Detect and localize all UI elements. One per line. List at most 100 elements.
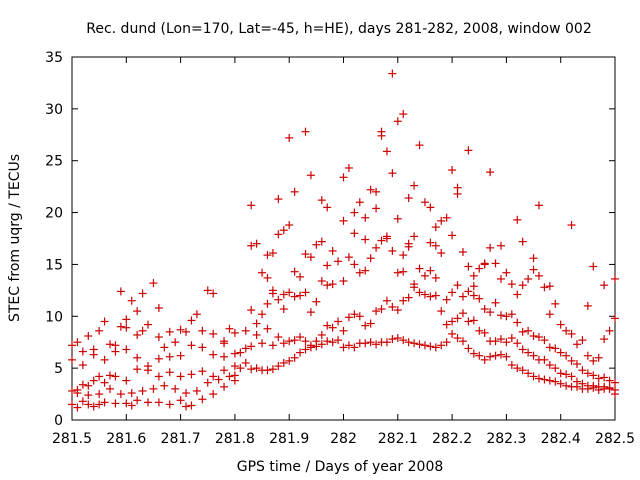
y-tick-label: 30: [45, 102, 63, 118]
data-point: [404, 242, 413, 251]
data-points: [68, 69, 619, 412]
data-point: [426, 266, 435, 275]
data-point: [502, 338, 511, 347]
data-point: [572, 340, 581, 349]
data-point: [518, 237, 527, 246]
data-point: [393, 334, 402, 343]
data-point: [344, 313, 353, 322]
data-point: [203, 286, 212, 295]
data-point: [410, 339, 419, 348]
data-point: [458, 309, 467, 318]
data-point: [611, 390, 619, 399]
data-point: [507, 280, 516, 289]
data-point: [209, 329, 218, 338]
data-point: [171, 338, 180, 347]
data-point: [317, 277, 326, 286]
data-point: [567, 221, 576, 230]
data-point: [551, 299, 560, 308]
data-point: [496, 311, 505, 320]
data-point: [154, 372, 163, 381]
data-point: [263, 324, 272, 333]
data-point: [513, 215, 522, 224]
data-point: [513, 318, 522, 327]
data-point: [426, 342, 435, 351]
data-point: [279, 290, 288, 299]
data-point: [448, 166, 457, 175]
data-point: [323, 281, 332, 290]
data-point: [361, 321, 370, 330]
data-point: [144, 366, 153, 375]
data-point: [605, 376, 614, 385]
data-point: [507, 310, 516, 319]
data-point: [323, 321, 332, 330]
data-point: [480, 260, 489, 269]
data-point: [480, 328, 489, 337]
data-point: [89, 402, 98, 411]
data-point: [252, 239, 261, 248]
data-point: [306, 171, 315, 180]
data-point: [388, 335, 397, 344]
data-point: [507, 361, 516, 370]
data-point: [431, 273, 440, 282]
data-point: [301, 288, 310, 297]
data-point: [138, 386, 147, 395]
data-point: [372, 204, 381, 213]
data-point: [366, 319, 375, 328]
data-point: [209, 390, 218, 399]
data-point: [182, 389, 191, 398]
y-tick-label: 20: [45, 206, 63, 222]
data-point: [518, 281, 527, 290]
data-point: [241, 326, 250, 335]
data-point: [274, 333, 283, 342]
data-point: [154, 354, 163, 363]
data-point: [301, 337, 310, 346]
data-point: [589, 381, 598, 390]
data-point: [285, 337, 294, 346]
data-point: [437, 249, 446, 258]
data-point: [68, 400, 76, 409]
plot-frame: [71, 56, 616, 421]
data-point: [100, 355, 109, 364]
data-point: [567, 329, 576, 338]
data-point: [399, 110, 408, 119]
data-point: [399, 336, 408, 345]
data-point: [182, 327, 191, 336]
data-point: [95, 326, 104, 335]
data-point: [279, 305, 288, 314]
data-point: [296, 272, 305, 281]
data-point: [437, 307, 446, 316]
data-point: [122, 345, 131, 354]
data-point: [339, 173, 348, 182]
data-point: [220, 382, 229, 391]
x-tick-label: 282.5: [595, 431, 635, 447]
data-point: [545, 343, 554, 352]
data-point: [594, 353, 603, 362]
data-point: [464, 344, 473, 353]
data-point: [562, 326, 571, 335]
data-point: [144, 398, 153, 407]
data-point: [486, 243, 495, 252]
data-point: [187, 316, 196, 325]
data-point: [399, 267, 408, 276]
data-point: [458, 337, 467, 346]
data-point: [540, 336, 549, 345]
data-point: [372, 187, 381, 196]
data-point: [68, 355, 76, 364]
data-point: [68, 386, 76, 395]
data-point: [198, 326, 207, 335]
data-point: [578, 379, 587, 388]
data-point: [209, 372, 218, 381]
data-point: [106, 340, 115, 349]
data-point: [214, 375, 223, 384]
data-point: [529, 254, 538, 263]
data-point: [84, 381, 93, 390]
data-point: [323, 203, 332, 212]
data-point: [187, 401, 196, 410]
data-point: [420, 271, 429, 280]
data-point: [220, 366, 229, 375]
data-point: [393, 117, 402, 126]
x-tick-label: 281.6: [106, 431, 146, 447]
data-point: [73, 385, 82, 394]
data-point: [420, 341, 429, 350]
data-point: [534, 271, 543, 280]
